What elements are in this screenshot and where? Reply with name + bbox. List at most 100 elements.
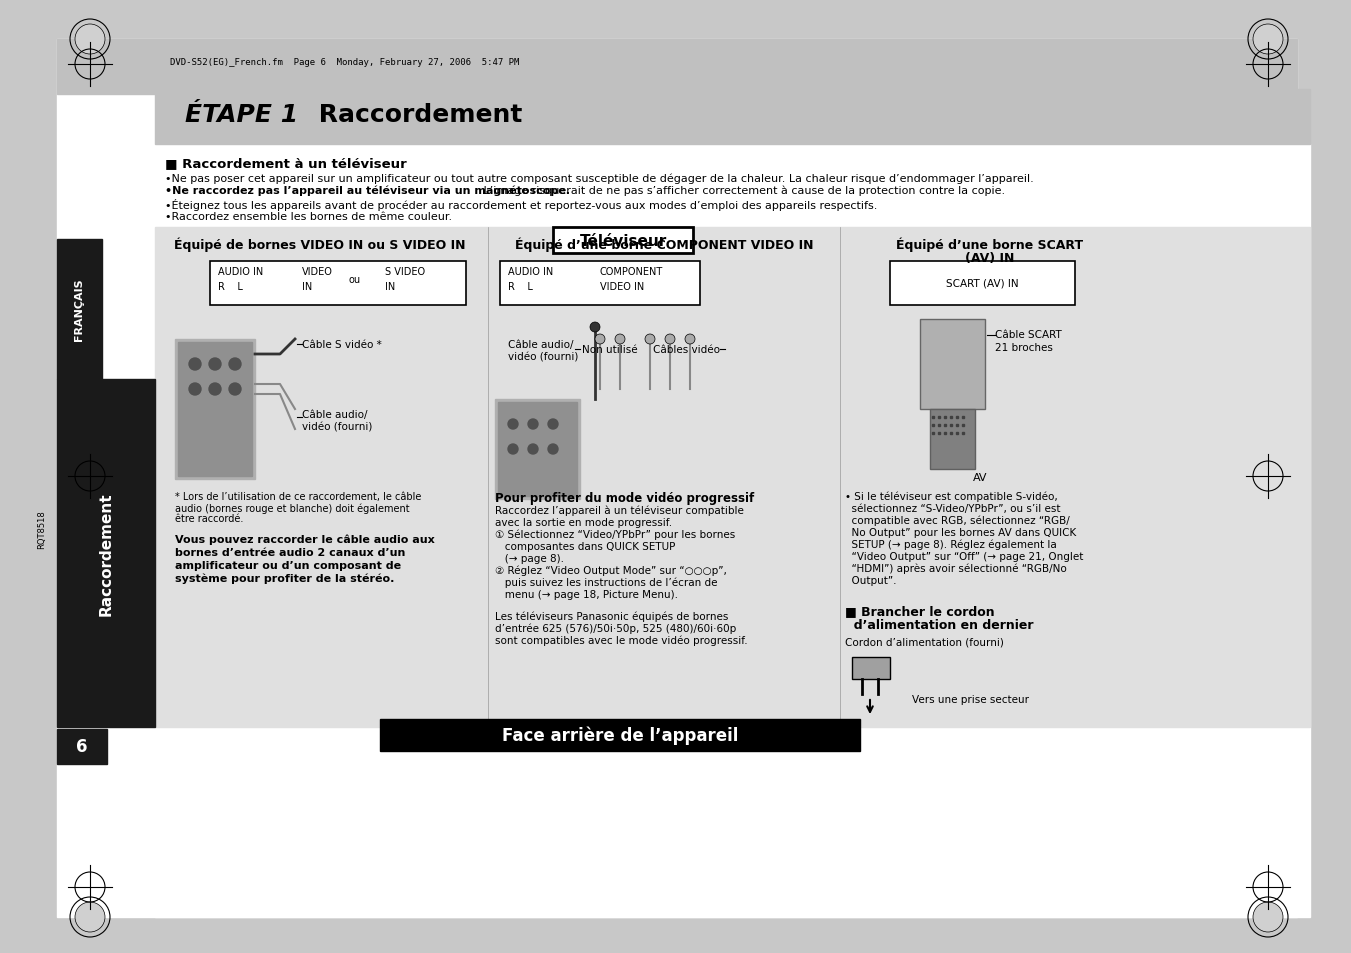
Text: L’image risquerait de ne pas s’afficher correctement à cause de la protection co: L’image risquerait de ne pas s’afficher … [480,186,1005,196]
Text: AV: AV [973,473,988,482]
Text: avec la sortie en mode progressif.: avec la sortie en mode progressif. [494,517,673,527]
Text: vidéo (fourni): vidéo (fourni) [303,422,373,433]
Text: menu (→ page 18, Picture Menu).: menu (→ page 18, Picture Menu). [494,589,678,599]
Text: (AV) IN: (AV) IN [966,252,1015,265]
Text: Équipé de bornes VIDEO IN ou S VIDEO IN: Équipé de bornes VIDEO IN ou S VIDEO IN [174,237,466,253]
Text: R    L: R L [218,282,243,292]
Circle shape [594,335,605,345]
Bar [499,402,577,497]
Text: DVD-S52(EG)_French.fm  Page 6  Monday, February 27, 2006  5:47 PM: DVD-S52(EG)_French.fm Page 6 Monday, Feb… [170,58,519,67]
Text: IN: IN [303,282,312,292]
Bar [57,40,1297,95]
Text: d’alimentation en dernier: d’alimentation en dernier [844,618,1034,631]
Circle shape [549,419,558,430]
Text: * Lors de l’utilisation de ce raccordement, le câble: * Lors de l’utilisation de ce raccordeme… [176,492,422,501]
Bar [494,399,580,499]
Text: •Raccordez ensemble les bornes de même couleur.: •Raccordez ensemble les bornes de même c… [165,212,453,222]
Circle shape [230,358,240,371]
Text: 21 broches: 21 broches [994,343,1052,353]
Bar [57,729,107,764]
Circle shape [665,335,676,345]
Text: VIDEO: VIDEO [303,267,332,276]
Bar [920,319,985,410]
Text: Câble audio/: Câble audio/ [303,410,367,419]
Text: SCART (AV) IN: SCART (AV) IN [946,278,1019,289]
Bar [852,658,890,679]
Text: Non utilisé: Non utilisé [582,345,638,355]
Circle shape [644,335,655,345]
Text: VIDEO IN: VIDEO IN [600,282,644,292]
Circle shape [528,419,538,430]
Text: ■ Raccordement à un téléviseur: ■ Raccordement à un téléviseur [165,157,407,170]
Text: •Éteignez tous les appareils avant de procéder au raccordement et reportez-vous : •Éteignez tous les appareils avant de pr… [165,199,877,211]
Text: R    L: R L [508,282,532,292]
Bar [553,228,693,253]
Text: sont compatibles avec le mode vidéo progressif.: sont compatibles avec le mode vidéo prog… [494,636,747,646]
Circle shape [508,444,517,455]
Text: AUDIO IN: AUDIO IN [508,267,554,276]
Text: •Ne raccordez pas l’appareil au téléviseur via un magnétoscope.: •Ne raccordez pas l’appareil au télévise… [165,186,570,196]
Text: 6: 6 [76,738,88,755]
Text: S VIDEO: S VIDEO [385,267,426,276]
Text: sélectionnez “S-Video/YPbPr”, ou s’il est: sélectionnez “S-Video/YPbPr”, ou s’il es… [844,503,1061,514]
Text: vidéo (fourni): vidéo (fourni) [508,353,578,363]
Circle shape [590,323,600,333]
Text: Raccordez l’appareil à un téléviseur compatible: Raccordez l’appareil à un téléviseur com… [494,505,744,516]
Bar [155,90,1310,145]
Text: Câble SCART: Câble SCART [994,330,1062,339]
Bar [178,343,253,476]
Text: bornes d’entrée audio 2 canaux d’un: bornes d’entrée audio 2 canaux d’un [176,547,405,558]
Text: No Output” pour les bornes AV dans QUICK: No Output” pour les bornes AV dans QUICK [844,527,1077,537]
Text: COMPONENT: COMPONENT [600,267,663,276]
Text: audio (bornes rouge et blanche) doit également: audio (bornes rouge et blanche) doit éga… [176,502,409,513]
Text: (→ page 8).: (→ page 8). [494,554,563,563]
Circle shape [1252,902,1283,932]
Text: SETUP (→ page 8). Réglez également la: SETUP (→ page 8). Réglez également la [844,539,1056,550]
Text: Vous pouvez raccorder le câble audio aux: Vous pouvez raccorder le câble audio aux [176,535,435,545]
Text: ■ Brancher le cordon: ■ Brancher le cordon [844,604,994,618]
Text: Output”.: Output”. [844,576,897,585]
Circle shape [508,419,517,430]
Circle shape [209,358,222,371]
Bar [209,262,466,306]
Circle shape [189,358,201,371]
Circle shape [189,384,201,395]
Text: Cordon d’alimentation (fourni): Cordon d’alimentation (fourni) [844,638,1004,647]
Bar [57,240,101,379]
Text: Équipé d’une borne SCART: Équipé d’une borne SCART [897,237,1084,253]
Text: système pour profiter de la stéréo.: système pour profiter de la stéréo. [176,574,394,584]
Text: d’entrée 625 (576)/50i·50p, 525 (480)/60i·60p: d’entrée 625 (576)/50i·50p, 525 (480)/60… [494,623,736,634]
Text: Équipé d’une borne COMPONENT VIDEO IN: Équipé d’une borne COMPONENT VIDEO IN [515,237,813,253]
Bar [929,410,975,470]
Circle shape [549,444,558,455]
Text: Téléviseur: Téléviseur [580,233,666,248]
Text: Vers une prise secteur: Vers une prise secteur [912,695,1029,704]
Circle shape [528,444,538,455]
Text: Face arrière de l’appareil: Face arrière de l’appareil [501,726,738,744]
Text: Raccordement: Raccordement [99,492,113,616]
Text: Raccordement: Raccordement [309,103,523,127]
Bar [155,228,1310,727]
Text: • Si le téléviseur est compatible S-vidéo,: • Si le téléviseur est compatible S-vidé… [844,492,1058,502]
Circle shape [685,335,694,345]
Text: Câble audio/: Câble audio/ [508,339,574,350]
Text: amplificateur ou d’un composant de: amplificateur ou d’un composant de [176,560,401,571]
Text: AUDIO IN: AUDIO IN [218,267,263,276]
Circle shape [1252,25,1283,55]
Circle shape [615,335,626,345]
Bar [380,720,861,751]
Text: RQT8518: RQT8518 [38,510,46,549]
Text: être raccordé.: être raccordé. [176,514,243,523]
Circle shape [209,384,222,395]
Text: Câble S vidéo *: Câble S vidéo * [303,339,382,350]
Bar [176,339,255,479]
Text: •Ne pas poser cet appareil sur un amplificateur ou tout autre composant suscepti: •Ne pas poser cet appareil sur un amplif… [165,172,1034,183]
Bar [890,262,1075,306]
Bar [57,379,155,727]
Text: Pour profiter du mode vidéo progressif: Pour profiter du mode vidéo progressif [494,492,754,504]
Circle shape [76,902,105,932]
Bar [500,262,700,306]
Text: FRANÇAIS: FRANÇAIS [74,278,84,341]
Text: compatible avec RGB, sélectionnez “RGB/: compatible avec RGB, sélectionnez “RGB/ [844,516,1070,526]
Text: ou: ou [349,274,361,285]
